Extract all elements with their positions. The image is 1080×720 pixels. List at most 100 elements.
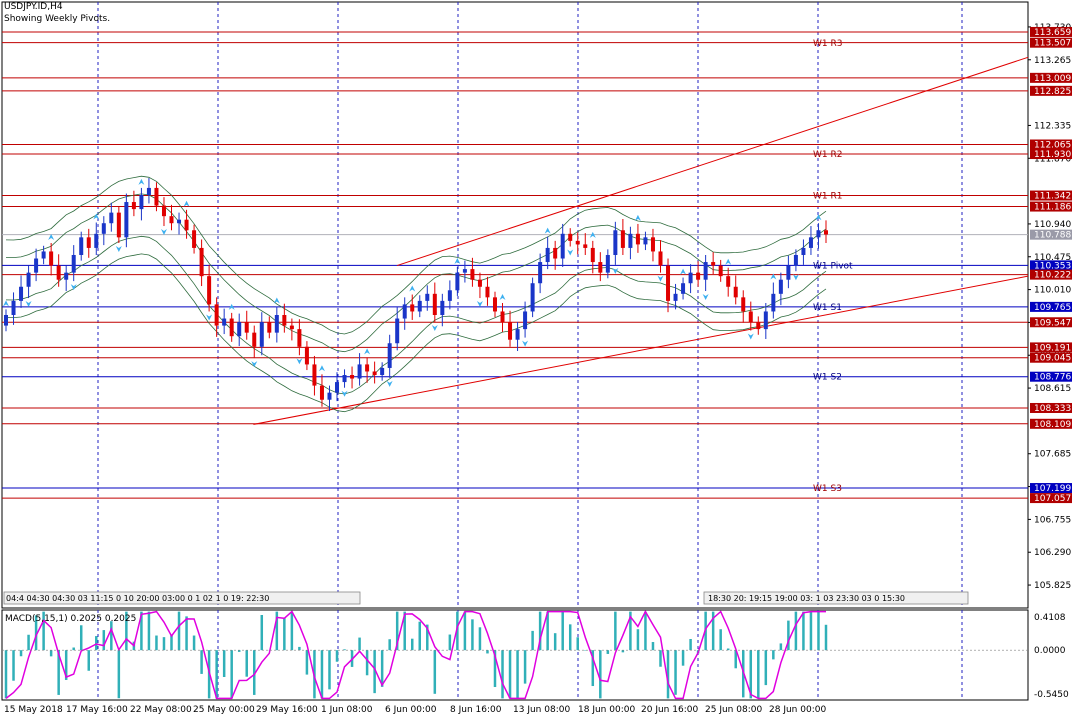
fractal-arrow — [499, 293, 506, 300]
candle-body — [711, 262, 716, 266]
candle-body — [71, 254, 76, 273]
candle-body — [568, 233, 573, 241]
candle-body — [184, 219, 189, 231]
price-tag-box — [1030, 483, 1072, 494]
pivot-subtitle: Showing Weekly Pivots. — [4, 14, 111, 24]
time-axis-label: 18 Jun 00:00 — [578, 705, 635, 715]
candle-body — [214, 304, 219, 326]
candle-body — [139, 194, 144, 210]
price-tag-value: 110.222 — [1034, 271, 1071, 281]
fractal-arrow — [657, 275, 664, 282]
candle-body — [553, 247, 558, 259]
candle-body — [763, 311, 768, 330]
price-tag-box — [1030, 418, 1072, 429]
candle-body — [515, 329, 520, 340]
candle-body — [492, 297, 497, 312]
candle-body — [161, 205, 166, 217]
fractal-arrow — [273, 297, 280, 304]
candle-body — [372, 371, 377, 376]
pivot-label: W1 Pivot — [813, 261, 853, 271]
price-axis-label: 110.940 — [1034, 220, 1071, 230]
fractal-arrow — [634, 214, 641, 221]
candle-body — [470, 269, 475, 280]
candle-body — [801, 247, 806, 255]
candle-body — [342, 375, 347, 383]
fractal-arrow — [770, 273, 777, 280]
price-tag-box — [1030, 149, 1072, 160]
candle-body — [56, 265, 61, 280]
fractal-arrow — [792, 274, 799, 281]
price-tag-value: 113.659 — [1034, 28, 1071, 38]
candle-body — [86, 237, 91, 248]
candle-body — [756, 322, 761, 330]
macd-label: MACD(5,15,1) 0.2025 0.2025 — [5, 614, 136, 624]
candle-body — [688, 272, 693, 284]
candle-body — [523, 311, 528, 330]
candle-body — [387, 343, 392, 368]
price-axis-label: 108.615 — [1034, 384, 1071, 394]
price-tag-value: 113.009 — [1034, 74, 1071, 84]
candle-body — [319, 385, 324, 400]
fractal-arrow — [160, 229, 167, 236]
fractal-arrow — [318, 365, 325, 372]
candle-body — [282, 315, 287, 326]
fractal-arrow — [206, 314, 213, 321]
candle-body — [199, 247, 204, 277]
candle-body — [274, 315, 279, 333]
price-tag-value: 112.065 — [1034, 140, 1071, 150]
event-strip-left-text: 04:4 04:30 04:30 03 11:15 0 10 20:00 03:… — [6, 594, 269, 603]
candle-body — [207, 276, 212, 305]
price-panel-frame — [1, 1, 1029, 609]
macd-signal-line — [5, 610, 826, 700]
candle-body — [816, 230, 821, 238]
candle-body — [673, 293, 678, 301]
price-tag-box — [1030, 85, 1072, 96]
candle-body — [26, 272, 31, 287]
candle-body — [432, 293, 437, 315]
candle-body — [259, 322, 264, 347]
candle-body — [771, 293, 776, 312]
candle-body — [395, 318, 400, 344]
candle-body — [500, 311, 505, 323]
candle-body — [101, 223, 106, 234]
fractal-arrow — [386, 380, 393, 387]
candle-body — [605, 254, 610, 273]
candle-body — [410, 304, 415, 312]
candle-body — [808, 237, 813, 248]
candle-body — [681, 283, 686, 294]
candle-body — [124, 202, 129, 238]
fractal-arrow — [589, 231, 596, 238]
candle-body — [447, 290, 452, 301]
candle-body — [643, 237, 648, 245]
candle-body — [786, 265, 791, 280]
candle-body — [244, 322, 249, 333]
time-axis-label: 6 Jun 00:00 — [385, 705, 437, 715]
trend-line — [396, 56, 1029, 267]
time-axis-label: 8 Jun 16:00 — [450, 705, 502, 715]
candle-body — [146, 187, 151, 195]
candle-body — [79, 237, 84, 255]
pivot-label: W1 S2 — [813, 373, 842, 383]
candle-body — [613, 230, 618, 255]
candle-body — [545, 247, 550, 263]
candle-body — [530, 283, 535, 312]
candle-body — [733, 286, 738, 298]
price-tag-box — [1030, 342, 1072, 353]
price-tag-box — [1030, 190, 1072, 201]
candle-body — [741, 297, 746, 312]
candle-body — [41, 251, 46, 259]
fractal-arrow — [476, 301, 483, 308]
fractal-arrow — [3, 300, 9, 307]
price-tag-value: 109.045 — [1034, 354, 1071, 364]
time-axis-label: 20 Jun 16:00 — [641, 705, 698, 715]
price-tag-box — [1030, 402, 1072, 413]
price-axis-label: 107.685 — [1034, 450, 1071, 460]
fractal-arrow — [25, 301, 32, 308]
price-tag-value: 112.825 — [1034, 87, 1071, 97]
candle-body — [560, 233, 565, 259]
price-tag-box — [1030, 301, 1072, 312]
fractal-arrow — [48, 233, 55, 240]
candle-body — [131, 202, 136, 210]
